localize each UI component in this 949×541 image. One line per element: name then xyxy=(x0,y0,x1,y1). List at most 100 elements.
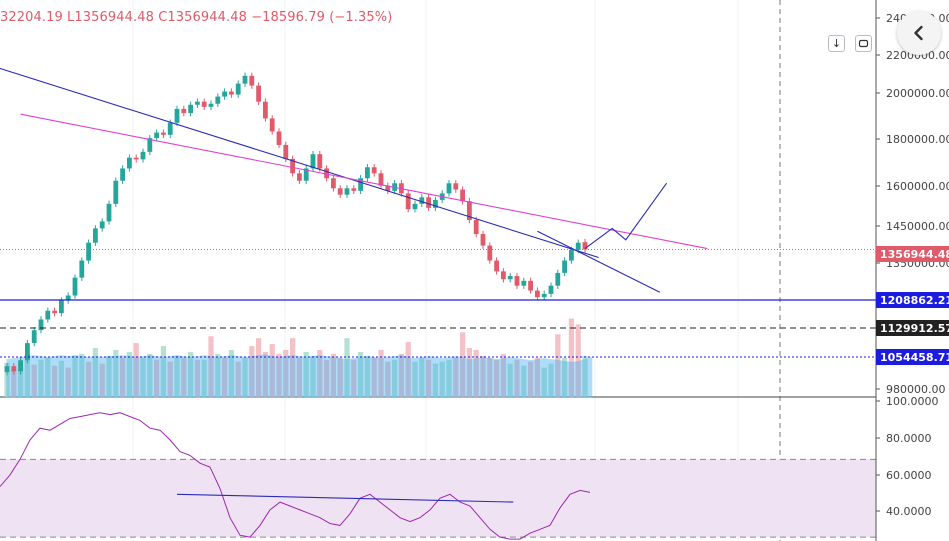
candle-body xyxy=(4,366,10,373)
volume-bar xyxy=(92,348,98,397)
price-tick-label: 980000.00 xyxy=(886,383,946,396)
candle-body xyxy=(351,188,357,191)
volume-bar xyxy=(262,351,268,397)
candle-body xyxy=(303,168,309,181)
candle-body xyxy=(541,293,547,298)
candle-body xyxy=(521,280,527,286)
candle-body xyxy=(263,101,268,119)
trendline xyxy=(0,67,599,259)
candle-body xyxy=(256,85,261,102)
price-tick-label: 2200000.00 xyxy=(886,49,949,62)
candlestick-series xyxy=(4,72,588,376)
volume-series xyxy=(4,318,593,398)
candle-body xyxy=(52,310,57,314)
candle-body xyxy=(72,277,78,296)
chevron-left-icon xyxy=(914,25,923,41)
volume-bar xyxy=(147,353,153,397)
volume-bar xyxy=(378,349,384,397)
volume-bar xyxy=(405,342,411,397)
volume-bar xyxy=(296,357,302,397)
candle-body xyxy=(528,280,533,291)
horizontal-levels xyxy=(0,248,876,358)
candle-body xyxy=(133,157,139,160)
candle-body xyxy=(86,242,91,261)
candle-body xyxy=(167,122,173,135)
candle-body xyxy=(385,185,391,191)
volume-bar xyxy=(38,359,44,397)
volume-bar xyxy=(99,363,105,397)
candle-body xyxy=(317,154,323,169)
candle-body xyxy=(467,201,472,221)
fullscreen-icon[interactable] xyxy=(855,35,872,52)
trendline xyxy=(584,182,668,250)
candle-body xyxy=(501,271,506,280)
axis-background xyxy=(876,0,949,541)
volume-bar xyxy=(364,355,370,397)
volume-bar xyxy=(582,355,588,397)
candle-body xyxy=(11,366,17,372)
candle-body xyxy=(201,101,207,107)
current-price-badge: 1356944.48 xyxy=(880,248,949,261)
collapse-panel-button[interactable] xyxy=(897,11,941,55)
level-badge-bg xyxy=(876,292,949,308)
candle-body xyxy=(358,178,363,191)
volume-bar xyxy=(392,359,398,397)
volume-bar xyxy=(466,348,472,397)
candle-body xyxy=(31,330,37,344)
volume-bar xyxy=(106,355,112,397)
candle-body xyxy=(433,199,438,208)
volume-bar xyxy=(256,338,262,397)
candle-body xyxy=(371,167,377,174)
rsi-line xyxy=(0,412,591,540)
candle-body xyxy=(446,183,452,194)
candle-body xyxy=(113,180,119,204)
candle-body xyxy=(195,101,200,105)
candle-body xyxy=(222,91,227,97)
volume-bar xyxy=(167,361,173,397)
level-badge-bg xyxy=(876,320,949,336)
volume-bar xyxy=(31,364,37,397)
volume-bar xyxy=(276,353,282,397)
candle-body xyxy=(555,272,561,286)
volume-bar xyxy=(337,357,343,397)
candle-body xyxy=(140,151,146,160)
volume-bar xyxy=(555,334,561,397)
candle-body xyxy=(99,221,105,229)
volume-bar xyxy=(269,344,275,397)
candle-body xyxy=(290,158,295,174)
volume-bar xyxy=(283,349,289,397)
volume-bar xyxy=(453,357,459,397)
volume-bar xyxy=(432,363,438,397)
volume-bar xyxy=(460,332,466,397)
candle-body xyxy=(365,167,370,179)
volume-bar xyxy=(521,365,527,397)
level-badge: 1208862.21 xyxy=(880,294,949,307)
candle-body xyxy=(480,234,486,246)
candle-body xyxy=(276,131,282,145)
candle-body xyxy=(453,183,459,190)
candle-body xyxy=(120,168,125,181)
volume-bar xyxy=(426,359,432,397)
candle-body xyxy=(147,138,153,152)
volume-bar xyxy=(344,338,350,397)
candle-body xyxy=(337,188,343,195)
volume-bar xyxy=(412,361,418,397)
rsi-trendline xyxy=(176,493,514,503)
candle-body xyxy=(65,295,71,301)
volume-bar xyxy=(371,357,377,397)
candle-body xyxy=(235,83,241,95)
volume-bar xyxy=(188,351,194,397)
volume-bar xyxy=(18,367,24,397)
volume-bar xyxy=(133,343,139,397)
candle-body xyxy=(575,242,581,251)
down-arrow-icon[interactable]: ↓ xyxy=(828,35,845,52)
volume-bar xyxy=(249,346,255,397)
volume-bar xyxy=(242,357,248,397)
rsi-panel xyxy=(0,412,876,540)
rsi-tick-label: 60.0000 xyxy=(886,469,932,482)
candle-body xyxy=(229,91,234,95)
volume-bar xyxy=(473,349,479,397)
volume-bar xyxy=(4,362,10,397)
volume-bar xyxy=(160,346,166,397)
